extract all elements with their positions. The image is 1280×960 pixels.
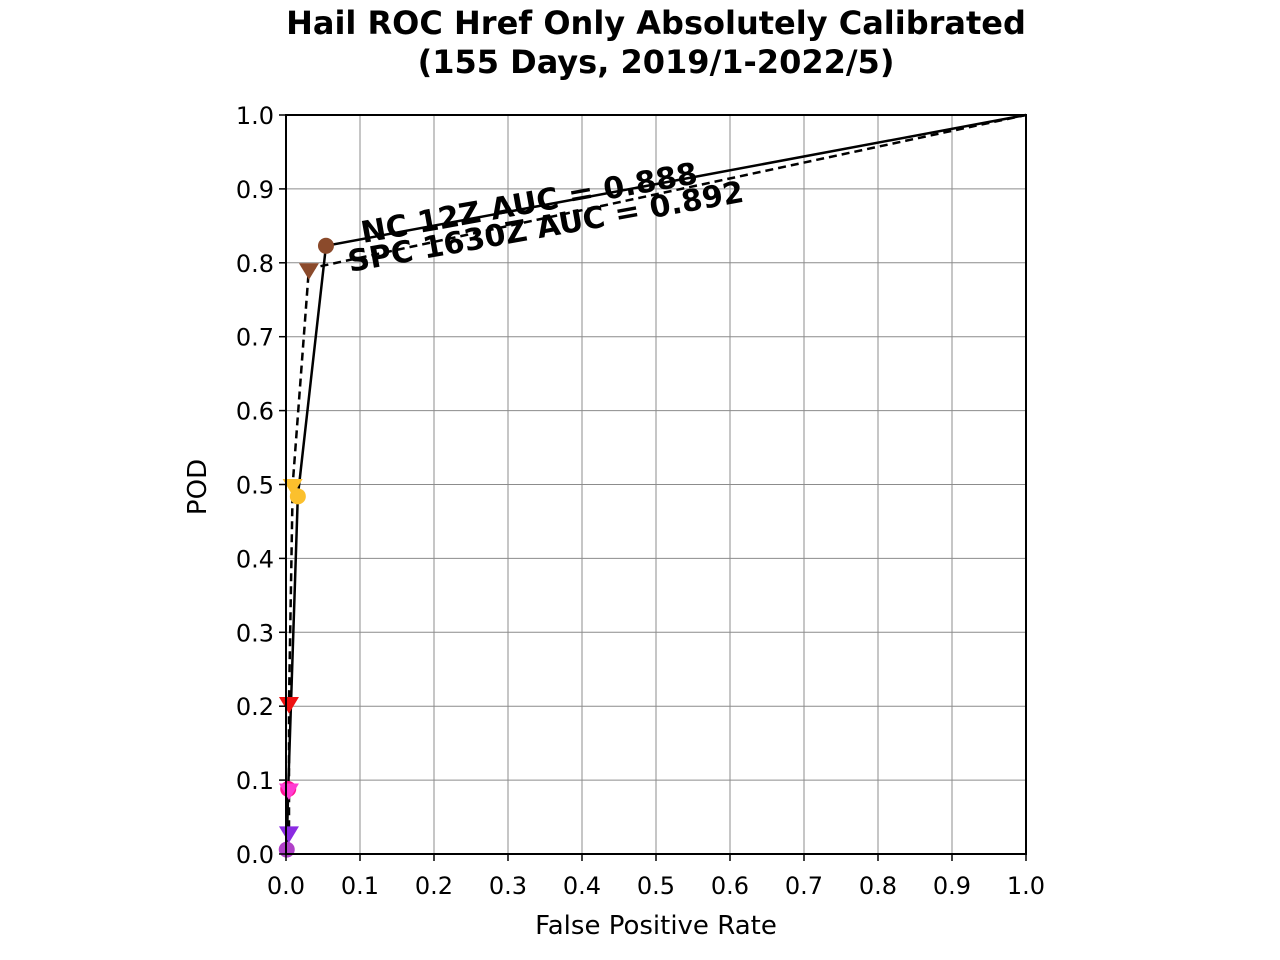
x-tick-label: 0.0 <box>267 872 305 900</box>
y-tick-label: 0.0 <box>236 841 274 869</box>
x-tick-label: 0.3 <box>489 872 527 900</box>
x-tick-label: 0.8 <box>859 872 897 900</box>
y-tick-label: 0.5 <box>236 472 274 500</box>
x-tick-label: 0.1 <box>341 872 379 900</box>
y-tick-label: 0.7 <box>236 324 274 352</box>
y-tick-label: 0.3 <box>236 619 274 647</box>
y-tick-label: 0.4 <box>236 545 274 573</box>
x-tick-label: 0.9 <box>933 872 971 900</box>
y-tick-label: 0.6 <box>236 398 274 426</box>
x-tick-label: 0.5 <box>637 872 675 900</box>
grid <box>286 115 1026 854</box>
chart-title-line-2: (155 Days, 2019/1-2022/5) <box>418 43 895 81</box>
axis-ticks: 0.0 0.1 0.2 0.3 0.4 0.5 0.6 0.7 0.8 0.9 1.0 0.0 0.1 0… <box>236 102 1045 900</box>
y-tick-label: 0.1 <box>236 767 274 795</box>
y-tick-label: 1.0 <box>236 102 274 130</box>
y-tick-label: 0.8 <box>236 250 274 278</box>
y-axis-label: POD <box>183 459 213 515</box>
x-tick-label: 0.6 <box>711 872 749 900</box>
spc-1630z-point-marker <box>278 826 299 843</box>
spc-1630z-point-marker <box>282 479 303 496</box>
spc-1630z-point-marker <box>278 697 299 714</box>
chart-title-line-1: Hail ROC Href Only Absolutely Calibrated <box>286 4 1026 42</box>
y-tick-label: 0.2 <box>236 693 274 721</box>
x-tick-label: 1.0 <box>1007 872 1045 900</box>
spc-1630z-point-marker <box>278 783 299 800</box>
nc-12z-point-marker <box>317 237 334 254</box>
spc-1630z-point-marker <box>298 263 319 280</box>
x-tick-label: 0.4 <box>563 872 601 900</box>
x-tick-label: 0.2 <box>415 872 453 900</box>
x-axis-label: False Positive Rate <box>535 911 777 941</box>
x-tick-label: 0.7 <box>785 872 823 900</box>
y-tick-label: 0.9 <box>236 176 274 204</box>
roc-markers <box>278 237 334 858</box>
